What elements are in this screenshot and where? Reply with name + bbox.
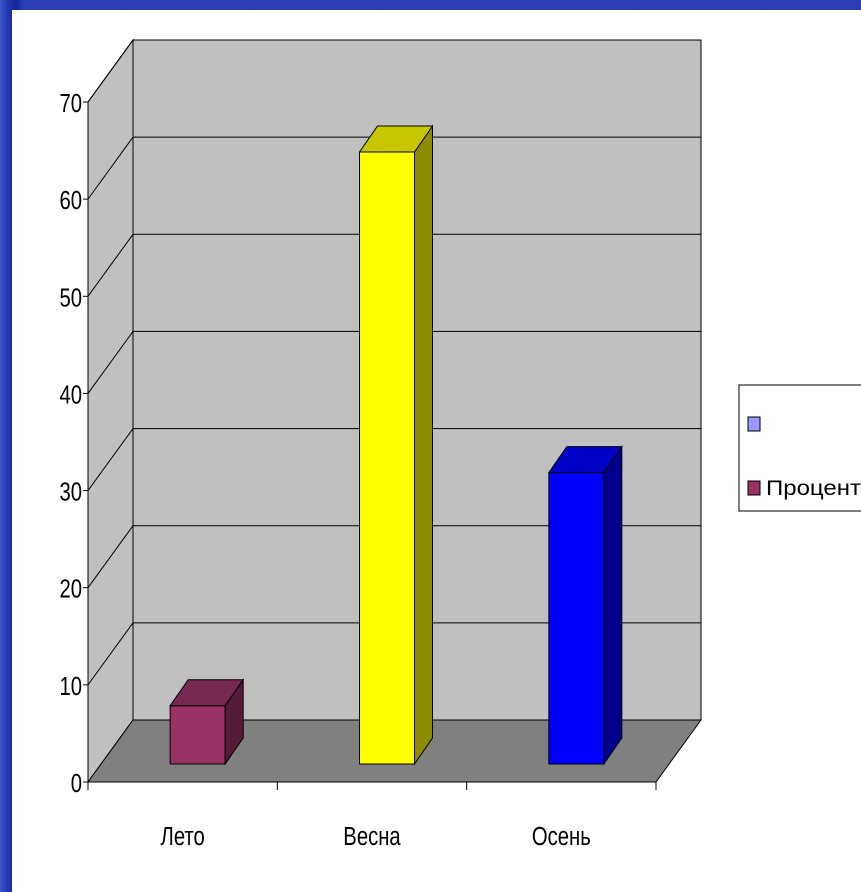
y-tick-label: 40	[59, 380, 82, 409]
gridline	[87, 39, 701, 103]
legend-swatch-1	[747, 416, 761, 432]
legend-swatch-2	[747, 480, 761, 496]
y-tick-label: 0	[71, 769, 82, 798]
gridline	[87, 428, 701, 491]
bar-top	[547, 446, 623, 474]
chart-side-wall	[87, 38, 134, 784]
y-axis	[83, 101, 89, 783]
gridline	[87, 233, 701, 297]
legend: Процент	[738, 384, 861, 512]
bar	[548, 472, 605, 765]
x-tick-label: Лето	[161, 822, 205, 851]
y-tick-label: 70	[59, 89, 82, 118]
y-tick-label: 30	[59, 477, 82, 506]
bar-side	[603, 444, 623, 766]
x-axis	[87, 781, 657, 790]
gridline	[87, 136, 701, 200]
x-tick-label: Осень	[532, 822, 591, 851]
bar-side	[414, 124, 433, 766]
bar-top	[358, 125, 434, 153]
y-tick-label: 20	[59, 574, 82, 603]
gridline	[87, 525, 701, 589]
x-tick-labels: Лето Весна Осень	[161, 822, 591, 851]
bar	[169, 705, 226, 765]
bar	[359, 151, 415, 765]
y-tick-label: 10	[59, 671, 82, 700]
x-tick-label: Весна	[343, 822, 400, 851]
bar-top	[169, 679, 245, 707]
gridlines	[87, 39, 701, 686]
bars	[169, 124, 623, 766]
gridline	[87, 330, 701, 394]
y-tick-label: 50	[59, 283, 82, 312]
gridline	[87, 622, 701, 686]
y-tick-labels: 0 10 20 30 40 50 60 70	[59, 89, 82, 798]
y-tick-label: 60	[59, 186, 82, 215]
legend-label-2: Процент	[766, 477, 861, 500]
